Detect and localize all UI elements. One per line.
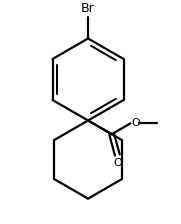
Text: Br: Br: [81, 2, 95, 15]
Text: O: O: [131, 118, 140, 128]
Text: O: O: [113, 158, 122, 168]
